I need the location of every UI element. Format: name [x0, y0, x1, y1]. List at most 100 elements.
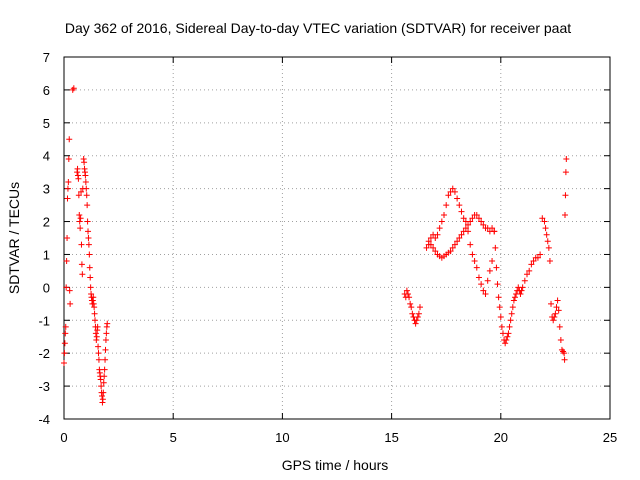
data-point [91, 304, 98, 311]
data-point [486, 267, 493, 274]
data-point [449, 244, 456, 251]
data-point [473, 264, 480, 271]
data-point [409, 310, 416, 317]
data-point [460, 228, 467, 235]
data-point [503, 337, 510, 344]
data-point [78, 241, 85, 248]
data-point [61, 350, 68, 357]
data-point [425, 238, 432, 245]
data-point [509, 304, 516, 311]
data-point [91, 310, 98, 317]
data-point [563, 156, 570, 163]
data-point [83, 192, 90, 199]
data-point [66, 136, 73, 143]
data-point [100, 389, 107, 396]
data-point [475, 215, 482, 222]
y-tick-label: 1 [43, 247, 50, 262]
data-point [554, 297, 561, 304]
data-point [458, 231, 465, 238]
data-point [534, 254, 541, 261]
data-point [469, 251, 476, 258]
data-point [79, 271, 86, 278]
data-point [65, 179, 72, 186]
data-point [423, 244, 430, 251]
data-point [469, 215, 476, 222]
data-point [465, 221, 472, 228]
data-point [430, 244, 437, 251]
x-tick-label: 10 [275, 430, 289, 445]
data-point [95, 343, 102, 350]
x-tick-label: 20 [494, 430, 508, 445]
data-point [93, 333, 100, 340]
data-point [404, 290, 411, 297]
data-point [497, 313, 504, 320]
y-tick-label: -4 [38, 412, 50, 427]
data-point [543, 231, 550, 238]
data-point [67, 300, 74, 307]
data-point [83, 185, 90, 192]
x-axis-label: GPS time / hours [282, 457, 389, 473]
y-axis-label: SDTVAR / TECUs [6, 182, 22, 294]
data-point [542, 225, 549, 232]
data-point [451, 188, 458, 195]
data-point [475, 274, 482, 281]
data-point [436, 225, 443, 232]
data-point [539, 215, 546, 222]
data-point [467, 241, 474, 248]
data-point [104, 320, 111, 327]
y-tick-label: 5 [43, 116, 50, 131]
data-point [557, 337, 564, 344]
data-point [546, 258, 553, 265]
data-point [65, 156, 72, 163]
data-point [524, 271, 531, 278]
y-tick-label: 7 [43, 50, 50, 65]
data-point [100, 379, 107, 386]
data-point [456, 235, 463, 241]
data-point [85, 228, 92, 235]
data-point [78, 188, 85, 195]
data-point [75, 175, 82, 182]
data-point [562, 169, 569, 176]
data-point [537, 251, 544, 258]
y-tick-label: 2 [43, 215, 50, 230]
data-point [552, 310, 559, 317]
data-point [494, 281, 501, 288]
data-point [551, 313, 558, 320]
plot-frame [63, 56, 611, 420]
data-points [61, 85, 570, 406]
data-point [456, 202, 463, 209]
y-tick-label: -3 [38, 379, 50, 394]
data-point [506, 323, 513, 330]
data-point [97, 376, 104, 383]
data-point [449, 185, 456, 192]
x-tick-label: 0 [60, 430, 67, 445]
data-point [84, 202, 91, 209]
data-point [414, 313, 421, 320]
data-point [70, 85, 77, 92]
data-point [85, 235, 92, 241]
data-point [74, 165, 81, 172]
data-point [92, 330, 99, 337]
data-point [86, 264, 93, 271]
data-point [438, 218, 445, 225]
data-point [518, 287, 525, 294]
data-point [510, 297, 517, 304]
data-point [555, 307, 562, 314]
data-point [75, 192, 82, 199]
data-point [462, 225, 469, 232]
data-point [85, 241, 92, 248]
data-point [94, 323, 101, 330]
data-point [504, 333, 511, 340]
data-point [95, 350, 102, 357]
data-point [492, 244, 499, 251]
data-point [480, 287, 487, 294]
data-point [460, 215, 467, 222]
grid-layer [64, 57, 610, 419]
data-point [403, 287, 410, 294]
data-point [98, 383, 105, 390]
data-point [493, 264, 500, 271]
data-point [432, 235, 439, 241]
data-point [102, 356, 109, 363]
data-point [445, 192, 452, 199]
data-point [92, 317, 99, 324]
